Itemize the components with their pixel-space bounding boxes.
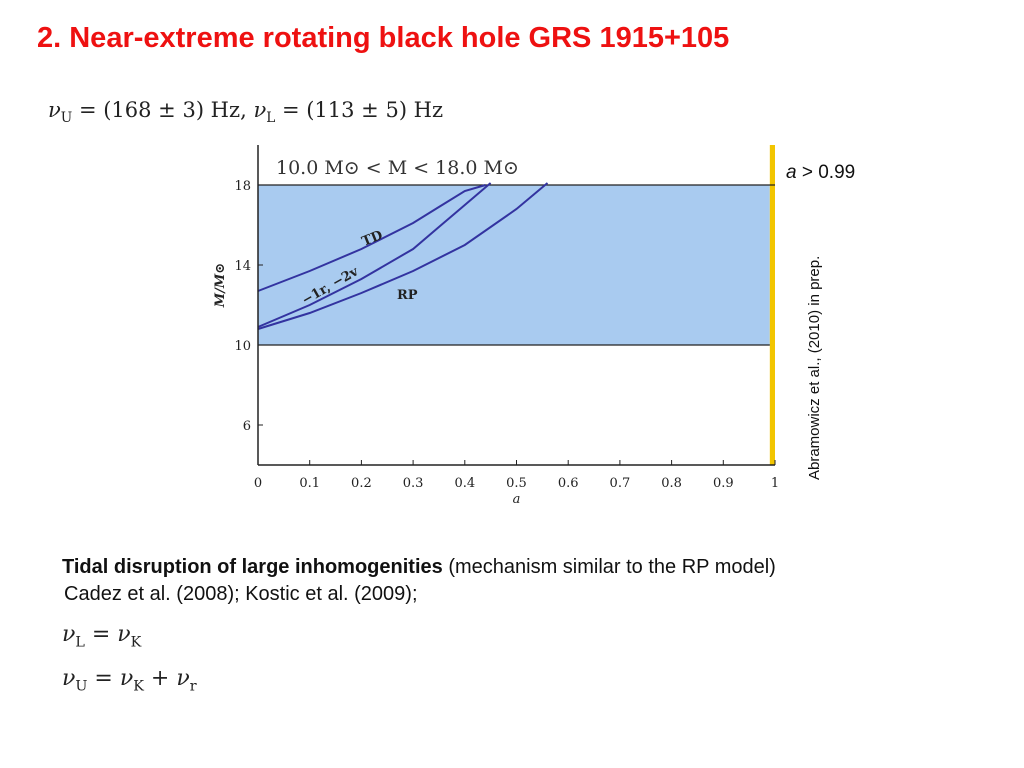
x-tick-label: 0.4	[454, 476, 475, 491]
nu-u-value: (168 ± 3) Hz,	[103, 98, 247, 122]
spin-highlight-strip	[769, 145, 775, 465]
formula-nu-l: νL = νK	[62, 622, 142, 651]
mass-band	[258, 185, 770, 345]
x-tick-label: 0.5	[506, 476, 527, 491]
y-tick-label: 18	[234, 179, 251, 194]
x-tick-label: 0	[254, 476, 262, 491]
mechanism-note: (mechanism similar to the RP model)	[442, 556, 776, 578]
formula-u-sub2: r	[189, 678, 197, 695]
band-label: 10.0 M⊙ < M < 18.0 M⊙	[276, 157, 519, 179]
side-reference: Abramowicz et al., (2010) in prep.	[806, 255, 823, 480]
series-label-td: TD	[360, 228, 385, 250]
x-tick-label: 0.1	[299, 476, 320, 491]
formula-u-sub1: K	[133, 678, 144, 695]
mechanism-bold: Tidal disruption of large inhomogenities	[62, 556, 443, 578]
spin-condition: a > 0.99	[786, 162, 855, 184]
x-tick-label: 0.9	[713, 476, 734, 491]
spin-symbol: a	[786, 162, 797, 183]
series-label-rp: RP	[397, 288, 418, 303]
series-curve-2	[257, 182, 549, 330]
x-axis-label: a	[513, 492, 521, 507]
x-tick-label: 0.7	[610, 476, 631, 491]
formula-l-sub: K	[130, 634, 142, 651]
y-tick-label: 10	[234, 339, 251, 354]
x-tick-label: 0.2	[351, 476, 372, 491]
y-tick-label: 6	[243, 419, 251, 434]
x-tick-label: 0.6	[558, 476, 579, 491]
nu-l-value: (113 ± 5) Hz	[306, 98, 444, 122]
y-tick-label: 14	[234, 259, 251, 274]
slide-title: 2. Near-extreme rotating black hole GRS …	[37, 22, 730, 54]
x-tick-label: 0.3	[403, 476, 424, 491]
x-tick-label: 1	[771, 476, 779, 491]
formula-nu-u: νU = νK + νr	[62, 666, 197, 695]
series-curve-1	[257, 182, 492, 328]
x-tick-label: 0.8	[661, 476, 682, 491]
mechanism-text: Tidal disruption of large inhomogenities…	[62, 552, 776, 582]
spin-condition-value: > 0.99	[796, 162, 856, 183]
series-curve-0	[257, 184, 486, 292]
y-axis-label: M/M⊙	[213, 263, 228, 308]
frequency-formula: νU = (168 ± 3) Hz, νL = (113 ± 5) Hz	[48, 98, 444, 127]
references: Cadez et al. (2008); Kostic et al. (2009…	[64, 583, 418, 605]
